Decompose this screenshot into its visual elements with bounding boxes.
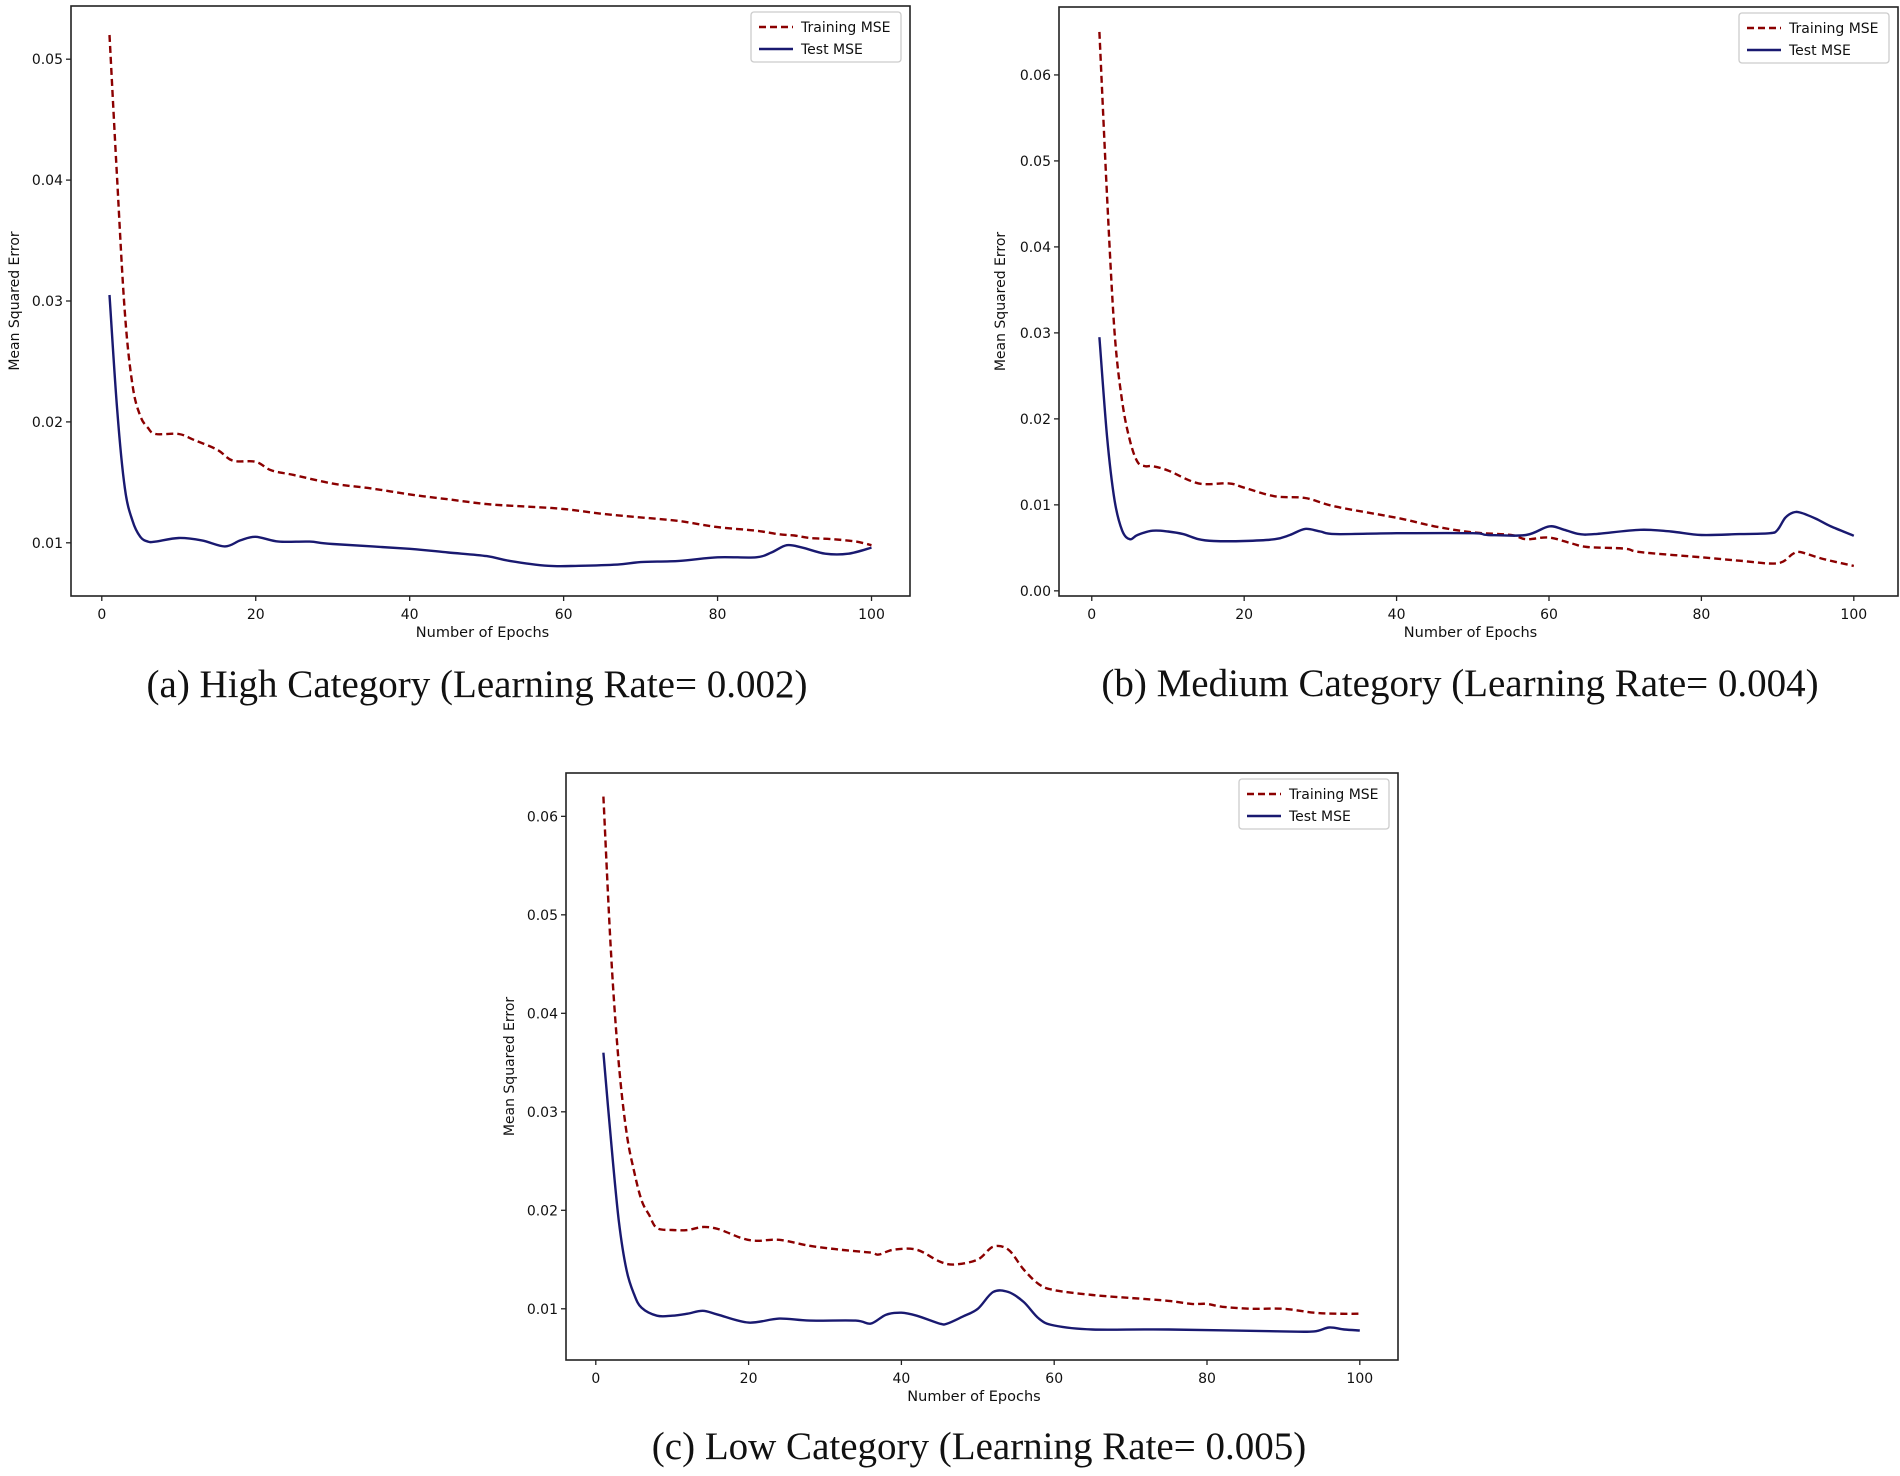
series-line-test-mse <box>1098 337 1855 543</box>
x-tick-label: 20 <box>1235 607 1253 623</box>
y-tick-label: 0.05 <box>527 908 558 924</box>
x-tick-label: 80 <box>1692 607 1710 623</box>
x-tick-label: 60 <box>555 607 573 623</box>
x-tick-label: 0 <box>97 607 106 623</box>
legend: Training MSE Test MSE <box>750 11 902 63</box>
x-tick-label: 40 <box>892 1371 910 1387</box>
y-tick-label: 0.03 <box>1020 326 1051 342</box>
x-axis-label: Number of Epochs <box>1404 625 1537 641</box>
x-tick-label: 40 <box>401 607 419 623</box>
caption-a: (a) High Category (Learning Rate= 0.002) <box>146 663 808 706</box>
y-axis-label: Mean Squared Error <box>7 231 23 371</box>
y-axis-label: Mean Squared Error <box>502 997 518 1137</box>
y-tick-label: 0.02 <box>1020 412 1051 428</box>
x-tick-label: 40 <box>1388 607 1406 623</box>
series-line-training-mse <box>602 796 1360 1315</box>
legend-label: Test MSE <box>1788 43 1851 59</box>
y-tick-label: 0.02 <box>32 415 63 431</box>
legend-label: Test MSE <box>1288 809 1351 825</box>
x-axis-label: Number of Epochs <box>907 1389 1040 1405</box>
x-tick-label: 100 <box>1840 607 1867 623</box>
series-line-training-mse <box>108 34 872 547</box>
chart-b: 0 20 40 60 80 100 0.00 0.01 0.02 0.03 0.04 0.05 0.06… <box>993 6 1899 641</box>
y-tick-label: 0.04 <box>1020 240 1051 256</box>
y-tick-label: 0.06 <box>527 809 558 825</box>
y-tick-label: 0.01 <box>1020 498 1051 514</box>
legend-label: Training MSE <box>1788 21 1879 37</box>
plot-frame <box>565 772 1399 1361</box>
y-tick-label: 0.04 <box>527 1006 558 1022</box>
x-tick-label: 60 <box>1045 1371 1063 1387</box>
x-tick-label: 0 <box>1087 607 1096 623</box>
y-tick-label: 0.03 <box>527 1105 558 1121</box>
series-line-training-mse <box>1098 31 1855 568</box>
y-tick-label: 0.06 <box>1020 68 1051 84</box>
y-tick-label: 0.03 <box>32 294 63 310</box>
legend: Training MSE Test MSE <box>1738 12 1890 64</box>
chart-c: 0 20 40 60 80 100 0.01 0.02 0.03 0.04 0.05 0.06 Numb… <box>502 772 1399 1405</box>
caption-b: (b) Medium Category (Learning Rate= 0.00… <box>1101 662 1819 705</box>
y-tick-label: 0.01 <box>527 1302 558 1318</box>
x-tick-label: 20 <box>247 607 265 623</box>
x-axis-label: Number of Epochs <box>416 625 549 641</box>
x-tick-label: 20 <box>740 1371 758 1387</box>
x-tick-label: 80 <box>1198 1371 1216 1387</box>
x-tick-label: 80 <box>709 607 727 623</box>
legend-label: Training MSE <box>800 20 891 36</box>
series-line-test-mse <box>602 1052 1360 1334</box>
chart-a: 0 20 40 60 80 100 0.01 0.02 0.03 0.04 0.05 Number o… <box>7 5 911 641</box>
legend: Training MSE Test MSE <box>1238 778 1390 830</box>
caption-c: (c) Low Category (Learning Rate= 0.005) <box>651 1425 1307 1468</box>
series-line-test-mse <box>108 294 872 568</box>
y-tick-label: 0.01 <box>32 536 63 552</box>
y-tick-label: 0.05 <box>32 52 63 68</box>
x-tick-label: 0 <box>591 1371 600 1387</box>
y-tick-label: 0.05 <box>1020 154 1051 170</box>
x-tick-label: 100 <box>858 607 885 623</box>
x-tick-label: 60 <box>1540 607 1558 623</box>
x-tick-label: 100 <box>1346 1371 1373 1387</box>
plot-frame <box>70 5 911 597</box>
y-tick-label: 0.04 <box>32 173 63 189</box>
y-tick-label: 0.00 <box>1020 584 1051 600</box>
y-axis-label: Mean Squared Error <box>993 232 1009 372</box>
plot-frame <box>1058 6 1899 597</box>
legend-label: Test MSE <box>800 42 863 58</box>
y-tick-label: 0.02 <box>527 1203 558 1219</box>
legend-label: Training MSE <box>1288 787 1379 803</box>
